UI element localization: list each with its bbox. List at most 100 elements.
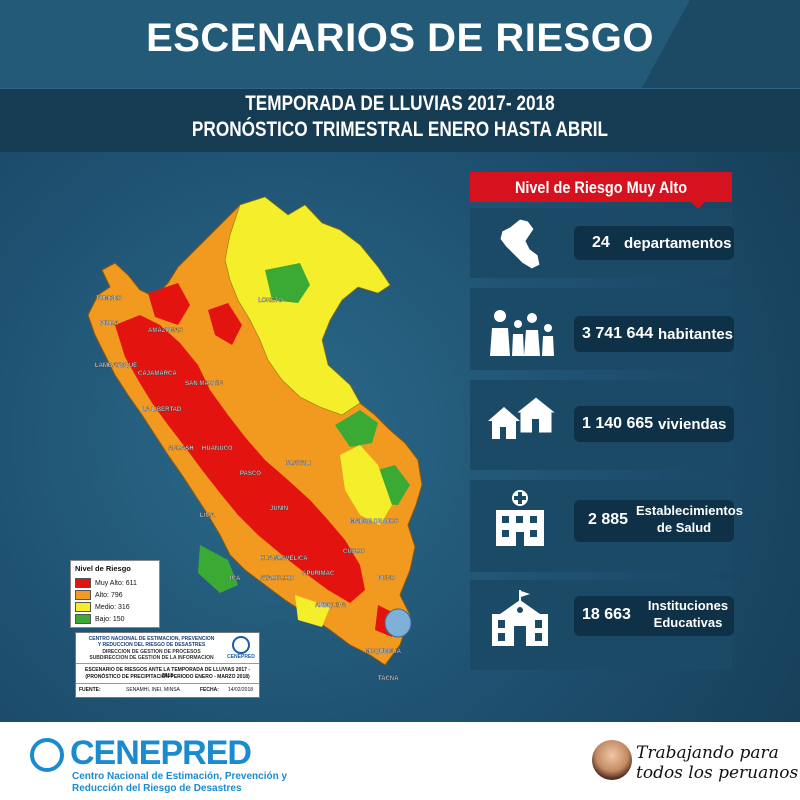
region-label-ancash: ANCASH bbox=[168, 446, 194, 452]
stat-pill-habitantes: 3 741 644 habitantes bbox=[574, 316, 734, 352]
people-icon bbox=[490, 310, 554, 356]
footer-slogan-2: todos los peruanos bbox=[636, 763, 799, 783]
footer-slogan-1: Trabajando para bbox=[636, 743, 779, 763]
legend-title: Nivel de Riesgo bbox=[75, 564, 131, 573]
cenepred-small-logo: CENEPRED bbox=[226, 636, 256, 660]
stat-label: Instituciones bbox=[647, 598, 729, 613]
region-label-puno: PUNO bbox=[378, 576, 396, 582]
small-logo-text: CENEPRED bbox=[227, 654, 255, 660]
portrait-photo bbox=[592, 740, 632, 780]
stat-pill-educativas: 18 663 Instituciones Educativas bbox=[574, 596, 734, 636]
divider bbox=[76, 663, 259, 664]
fuente-label: FUENTE: bbox=[79, 687, 101, 693]
stat-number: 3 741 644 bbox=[582, 325, 654, 342]
map-region-muy-alto-band bbox=[115, 315, 365, 603]
stat-pill-viviendas: 1 140 665 viviendas bbox=[574, 406, 734, 442]
region-label-huancavelica: HUANCAVELICA bbox=[260, 556, 308, 562]
footer-brand-sub-1: Centro Nacional de Estimación, Prevenció… bbox=[72, 771, 288, 782]
map-region-medio-north bbox=[224, 196, 391, 416]
hospital-icon bbox=[496, 490, 544, 546]
legend-swatch-medio bbox=[75, 602, 91, 612]
legend-swatch-bajo bbox=[75, 614, 91, 624]
subtitle-line-2: PRONÓSTICO TRIMESTRAL ENERO HASTA ABRIL bbox=[191, 118, 609, 141]
region-label-arequipa: AREQUIPA bbox=[315, 603, 347, 609]
stat-pill-salud: 2 885 Establecimientos de Salud bbox=[574, 500, 743, 542]
stat-number: 24 bbox=[592, 234, 610, 251]
region-label-loreto: LORETO bbox=[258, 298, 283, 304]
title-bar-shade bbox=[0, 0, 690, 88]
region-label-apurimac: APURIMAC bbox=[302, 571, 335, 577]
org-line-2: Y REDUCCION DEL RIESGO DE DESASTRES bbox=[97, 642, 206, 648]
legend-label: Bajo: 150 bbox=[95, 615, 125, 623]
stat-label-2: Educativas bbox=[653, 615, 723, 630]
stat-label: departamentos bbox=[624, 235, 732, 252]
fuente-value: SENAMHI, INEI, MINSA bbox=[126, 687, 180, 693]
lake-titicaca bbox=[384, 608, 412, 638]
region-label-madre-de-dios: MADRE DE DIOS bbox=[350, 519, 398, 525]
region-label-moquegua: MOQUEGUA bbox=[365, 649, 402, 655]
region-label-pasco: PASCO bbox=[240, 471, 261, 477]
stat-label-2: de Salud bbox=[656, 520, 712, 535]
stat-label: viviendas bbox=[658, 416, 727, 433]
map-region-bajo-loreto bbox=[265, 263, 310, 303]
map-region-muy-alto-north bbox=[148, 283, 190, 325]
region-label-tacna: TACNA bbox=[378, 676, 399, 682]
stat-number: 18 663 bbox=[582, 606, 631, 623]
cenepred-logo-icon bbox=[232, 636, 250, 654]
map-region-muy-alto-amazonas bbox=[208, 303, 242, 345]
legend-item: Alto: 796 bbox=[75, 590, 123, 600]
cenepred-logo-icon bbox=[30, 738, 64, 772]
divider bbox=[76, 683, 259, 684]
fecha-label: FECHA: bbox=[200, 687, 219, 693]
footer-brand: CENEPRED bbox=[70, 734, 252, 772]
footer bbox=[0, 722, 800, 800]
risk-ribbon bbox=[470, 172, 732, 202]
region-label-san-martin: SAN MARTIN bbox=[185, 381, 223, 387]
org-line-1: CENTRO NACIONAL DE ESTIMACION, PREVENCIO… bbox=[88, 636, 215, 642]
stat-number: 1 140 665 bbox=[582, 415, 654, 432]
stat-label: habitantes bbox=[658, 326, 734, 343]
legend-label: Medio: 316 bbox=[95, 603, 130, 611]
region-label-tumbes: TUMBES bbox=[96, 296, 121, 302]
legend-label: Alto: 796 bbox=[95, 591, 123, 599]
dept-line-2: SUBDIRECCION DE GESTION DE LA INFORMACIO… bbox=[89, 655, 214, 661]
map-info-box: CENTRO NACIONAL DE ESTIMACION, PREVENCIO… bbox=[75, 632, 260, 698]
dept-line-1: DIRECCION DE GESTION DE PROCESOS bbox=[102, 649, 201, 655]
stat-pill-departamentos: 24 departamentos bbox=[574, 226, 734, 260]
legend-label: Muy Alto: 611 bbox=[95, 579, 137, 587]
page-title: ESCENARIOS DE RIESGO bbox=[146, 16, 654, 60]
title-bar bbox=[0, 0, 800, 88]
legend-item: Muy Alto: 611 bbox=[75, 578, 137, 588]
region-label-ucayali: UCAYALI bbox=[285, 461, 311, 467]
region-label-ica: ICA bbox=[230, 576, 241, 582]
region-label-cajamarca: CAJAMARCA bbox=[138, 371, 177, 377]
school-icon bbox=[492, 590, 548, 646]
region-label-cusco: CUSCO bbox=[343, 549, 365, 555]
peru-map-icon bbox=[499, 218, 541, 270]
ribbon-tip bbox=[690, 201, 706, 209]
legend-item: Bajo: 150 bbox=[75, 614, 125, 624]
map-region-bajo-ucayali bbox=[335, 410, 378, 447]
legend-swatch-muy-alto bbox=[75, 578, 91, 588]
map-region-bajo-coast bbox=[198, 545, 238, 593]
map-legend: Nivel de Riesgo Muy Alto: 611 Alto: 796 … bbox=[70, 560, 160, 628]
region-label-huanuco: HUANUCO bbox=[202, 446, 233, 452]
houses-icon bbox=[488, 396, 558, 439]
region-label-junin: JUNIN bbox=[270, 506, 288, 512]
legend-item: Medio: 316 bbox=[75, 602, 130, 612]
subtitle-line-1: TEMPORADA DE LLUVIAS 2017- 2018 bbox=[245, 92, 555, 115]
region-label-lambayeque: LAMBAYEQUE bbox=[95, 363, 137, 369]
footer-brand-sub-2: Reducción del Riesgo de Desastres bbox=[72, 783, 242, 794]
stat-label: Establecimientos bbox=[636, 503, 743, 518]
scenario-line-1: ESCENARIO DE RIESGOS ANTE LA TEMPORADA D… bbox=[84, 667, 251, 679]
map-region-medio-south bbox=[340, 445, 392, 525]
scenario-line-2: (PRONÓSTICO DE PRECIPITACIÓN PERIODO ENE… bbox=[85, 674, 250, 680]
ribbon-title: Nivel de Riesgo Muy Alto bbox=[514, 178, 688, 197]
region-label-piura: PIURA bbox=[100, 321, 119, 327]
stat-number: 2 885 bbox=[588, 511, 629, 528]
fecha-value: 14/02/2018 bbox=[228, 687, 254, 693]
region-label-la-libertad: LA LIBERTAD bbox=[142, 407, 182, 413]
legend-swatch-alto bbox=[75, 590, 91, 600]
region-label-ayacucho: AYACUCHO bbox=[260, 576, 294, 582]
subtitle-bar bbox=[0, 88, 800, 153]
